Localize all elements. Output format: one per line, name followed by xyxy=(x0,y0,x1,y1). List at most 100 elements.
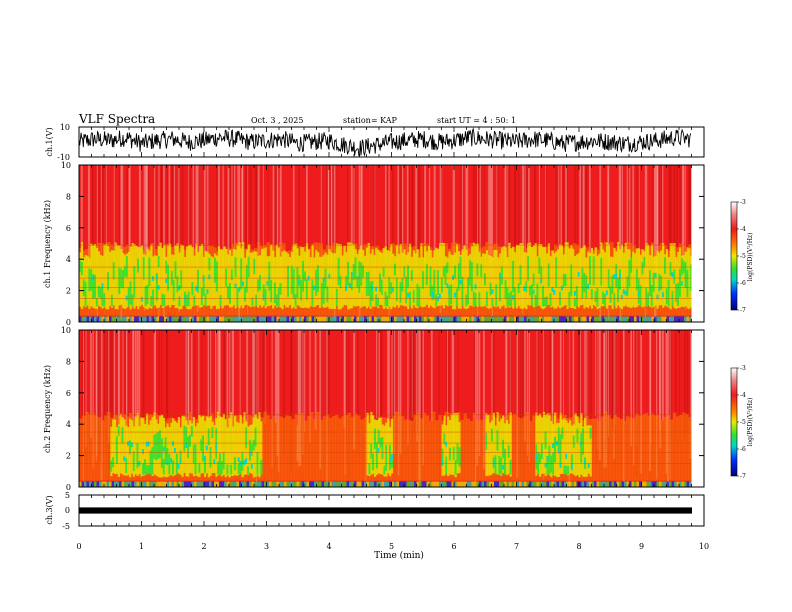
ch1-spectrogram-lowfreq-noise xyxy=(541,316,545,322)
ch1-spectrogram-streak xyxy=(607,165,610,320)
ch1-spectrogram-streak xyxy=(120,165,123,320)
ch2-spectrogram-lowfreq-noise xyxy=(201,481,205,487)
ch1-spectrogram-band-cyan xyxy=(350,272,353,277)
ch1-spectrogram-lowfreq-noise xyxy=(294,316,297,322)
ch2-spectrogram-lowfreq-noise xyxy=(426,481,430,487)
ch2-spectrogram-streak xyxy=(198,330,200,420)
ch2-spectrogram-streak xyxy=(309,330,311,443)
ch2-spectrogram-band-green xyxy=(187,436,190,459)
ch1-spectrogram-band-green xyxy=(527,256,530,281)
ch2-spectrogram-lowfreq-noise xyxy=(231,481,235,487)
ch2-frequency-tick-label: 0 xyxy=(66,483,71,492)
ch1-frequency-tick-label: 10 xyxy=(61,161,71,170)
ch2-spectrogram-band-orange xyxy=(482,420,486,481)
ch2-spectrogram-band-green xyxy=(204,455,207,473)
ch1-spectrogram-band-green xyxy=(686,269,689,298)
ch2-spectrogram-streak xyxy=(353,330,356,450)
ch1-spectrogram-band-green xyxy=(367,271,370,296)
ch2-spectrogram-band-orange xyxy=(460,419,464,481)
ch3-ytick-mid: 0 xyxy=(65,506,70,515)
ch2-spectrogram-lowfreq-noise xyxy=(226,481,230,487)
ch1-spectrogram-streak xyxy=(386,165,388,261)
ch1-spectrogram-lowfreq-noise xyxy=(644,316,647,322)
ch1-spectrogram-streak xyxy=(534,165,536,283)
ch2-spectrogram-band-green xyxy=(164,437,167,465)
ch2-spectrogram-band-orange xyxy=(400,416,405,481)
ch2-spectrogram-lowfreq-noise xyxy=(466,481,470,487)
ch1-spectrogram-streak xyxy=(222,165,224,296)
ch2-spectrogram-band-green xyxy=(570,454,574,471)
ch1-spectrogram-lowfreq-noise xyxy=(131,316,135,322)
ch2-spectrogram-band-green xyxy=(179,450,182,464)
ch1-spectrogram-band-green xyxy=(399,282,402,303)
ch2-spectrogram-lowfreq-noise xyxy=(459,481,462,487)
ch2-spectrogram-band-green xyxy=(230,464,233,475)
ch1-spectrogram-streak xyxy=(411,165,414,282)
ch1-spectrogram-streak xyxy=(96,165,98,320)
ch1-spectrogram-band-green xyxy=(244,287,247,302)
ch1-spectrogram-lowfreq-noise xyxy=(281,316,285,322)
ch1-spectrogram-streak xyxy=(439,165,442,313)
ch1-spectrogram-streak xyxy=(81,165,83,272)
ch2-spectrogram-band-green xyxy=(449,447,452,461)
ch2-spectrogram-band-orange xyxy=(85,412,89,481)
ch2-spectrogram-band-green xyxy=(190,426,194,437)
ch1-spectrogram-band-green xyxy=(617,277,620,302)
ch2-spectrogram-streak xyxy=(686,330,689,434)
ch2-spectrogram-streak xyxy=(378,330,380,475)
ch2-spectrogram-lowfreq-noise xyxy=(251,481,255,487)
ch2-spectrogram-band-yellow xyxy=(209,416,212,476)
ch2-spectrogram-band-yellow xyxy=(542,411,545,474)
ch1-spectrogram-band-green xyxy=(645,287,648,307)
ch1-spectrogram-band-green xyxy=(150,295,153,307)
ch2-spectrogram-streak xyxy=(483,330,485,470)
ch1-spectrogram-band-green xyxy=(99,287,102,299)
ch2-spectrogram-lowfreq-noise xyxy=(631,481,635,487)
ch1-spectrogram-lowfreq-noise xyxy=(556,316,560,322)
ch1-spectrogram-band-green xyxy=(382,267,385,277)
ch2-spectrogram-streak xyxy=(83,330,85,483)
ch1-spectrogram-band-green xyxy=(193,295,196,307)
ch1-spectrogram-band-cyan xyxy=(532,289,535,295)
ch2-spectrogram-band-green xyxy=(546,457,549,475)
ch1-spectrogram-band-green xyxy=(112,262,115,280)
ch1-colorbar-tick-label: -7 xyxy=(740,307,746,314)
ch2-spectrogram-band-yellow xyxy=(198,415,201,478)
ch2-spectrogram-band-orange xyxy=(650,413,655,481)
ch1-spectrogram-lowfreq-noise xyxy=(579,316,582,322)
ch1-spectrogram-lowfreq-noise xyxy=(271,316,275,322)
ch2-spectrogram-band-orange xyxy=(313,419,317,481)
ch1-spectrogram-band-yellow xyxy=(150,244,153,309)
ch1-spectrogram-band-yellow xyxy=(105,243,108,309)
ch2-spectrogram-streak xyxy=(118,330,120,468)
ch1-spectrogram-streak xyxy=(227,165,230,266)
ch2-spectrogram-band-orange xyxy=(632,418,636,481)
ch2-spectrogram-streak xyxy=(187,330,190,426)
ch1-spectrogram-lowfreq-noise xyxy=(369,316,372,322)
ch1-spectrogram-lowfreq-noise xyxy=(464,316,467,322)
ch1-spectrogram-band-yellow xyxy=(594,247,597,307)
ch2-spectrogram-lowfreq-noise xyxy=(189,481,192,487)
ch1-spectrogram-streak xyxy=(194,165,196,306)
time-axis-ticks: 0 1 2 3 4 5 6 7 8 9 10 xyxy=(76,127,709,551)
ch1-spectrogram-streak xyxy=(483,165,485,257)
ch2-spectrogram-lowfreq-noise xyxy=(316,481,320,487)
ch1-spectrogram-band-yellow xyxy=(431,257,434,308)
ch2-spectrogram-band-cyan xyxy=(130,442,133,448)
ch1-spectrogram-band-green xyxy=(437,270,440,295)
ch1-spectrogram-lowfreq-noise xyxy=(276,316,280,322)
ch1-spectrogram-band-green xyxy=(365,272,369,297)
ch2-spectrogram-streak xyxy=(420,330,423,457)
ch2-spectrogram-band-orange xyxy=(475,420,480,481)
ch1-spectrogram-lowfreq-noise xyxy=(499,316,502,322)
ch2-spectrogram-band-yellow xyxy=(490,420,494,475)
ch2-frequency-tick-label: 2 xyxy=(66,452,71,461)
ch2-spectrogram-streak xyxy=(357,330,359,458)
ch1-spectrogram-band-green xyxy=(88,268,91,292)
ch1-spectrogram-band-cyan xyxy=(553,290,556,295)
ch1-spectrogram-band-cyan xyxy=(452,275,455,280)
ch2-spectrogram-band-yellow xyxy=(127,427,130,476)
ch2-spectrogram-lowfreq-noise xyxy=(579,481,582,487)
ch1-spectrogram-streak xyxy=(360,165,362,254)
ch1-spectrogram-lowfreq-noise xyxy=(346,316,350,322)
